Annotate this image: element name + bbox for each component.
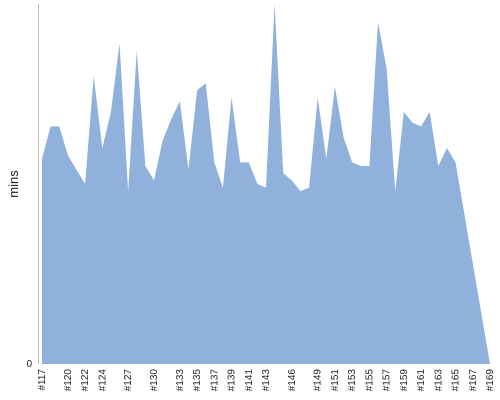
x-tick-label: #143 <box>261 369 272 392</box>
x-tick-label: #146 <box>287 369 298 392</box>
x-tick-label: #141 <box>244 369 255 392</box>
x-tick-label: #135 <box>192 369 203 392</box>
y-axis-ticks: 0 <box>26 359 32 370</box>
x-tick-label: #167 <box>468 369 479 392</box>
x-tick-label: #139 <box>227 369 238 392</box>
x-tick-label: #120 <box>63 369 74 392</box>
x-tick-label: #124 <box>97 369 108 392</box>
x-tick-label: #151 <box>330 369 341 392</box>
x-tick-label: #130 <box>149 369 160 392</box>
x-tick-label: #155 <box>364 369 375 392</box>
x-tick-label: #137 <box>209 369 220 392</box>
x-tick-label: #127 <box>123 369 134 392</box>
x-tick-label: #153 <box>347 369 358 392</box>
x-tick-label: #161 <box>416 369 427 392</box>
y-axis-title: mins <box>6 170 21 198</box>
area-series-layer <box>42 4 490 364</box>
x-axis-ticks: #117 #120 #122 #124 #127 #130 #133 #135 #137 #139… <box>37 369 496 392</box>
x-tick-label: #117 <box>37 369 48 391</box>
x-tick-label: #157 <box>382 369 393 392</box>
x-tick-label: #163 <box>433 369 444 392</box>
y-tick-label: 0 <box>26 359 32 370</box>
x-tick-label: #159 <box>399 369 410 392</box>
x-tick-label: #165 <box>451 369 462 392</box>
x-tick-label: #149 <box>313 369 324 392</box>
area-series-0 <box>42 4 490 364</box>
x-tick-label: #169 <box>485 369 496 392</box>
x-tick-label: #133 <box>175 369 186 392</box>
x-tick-label: #122 <box>80 369 91 392</box>
